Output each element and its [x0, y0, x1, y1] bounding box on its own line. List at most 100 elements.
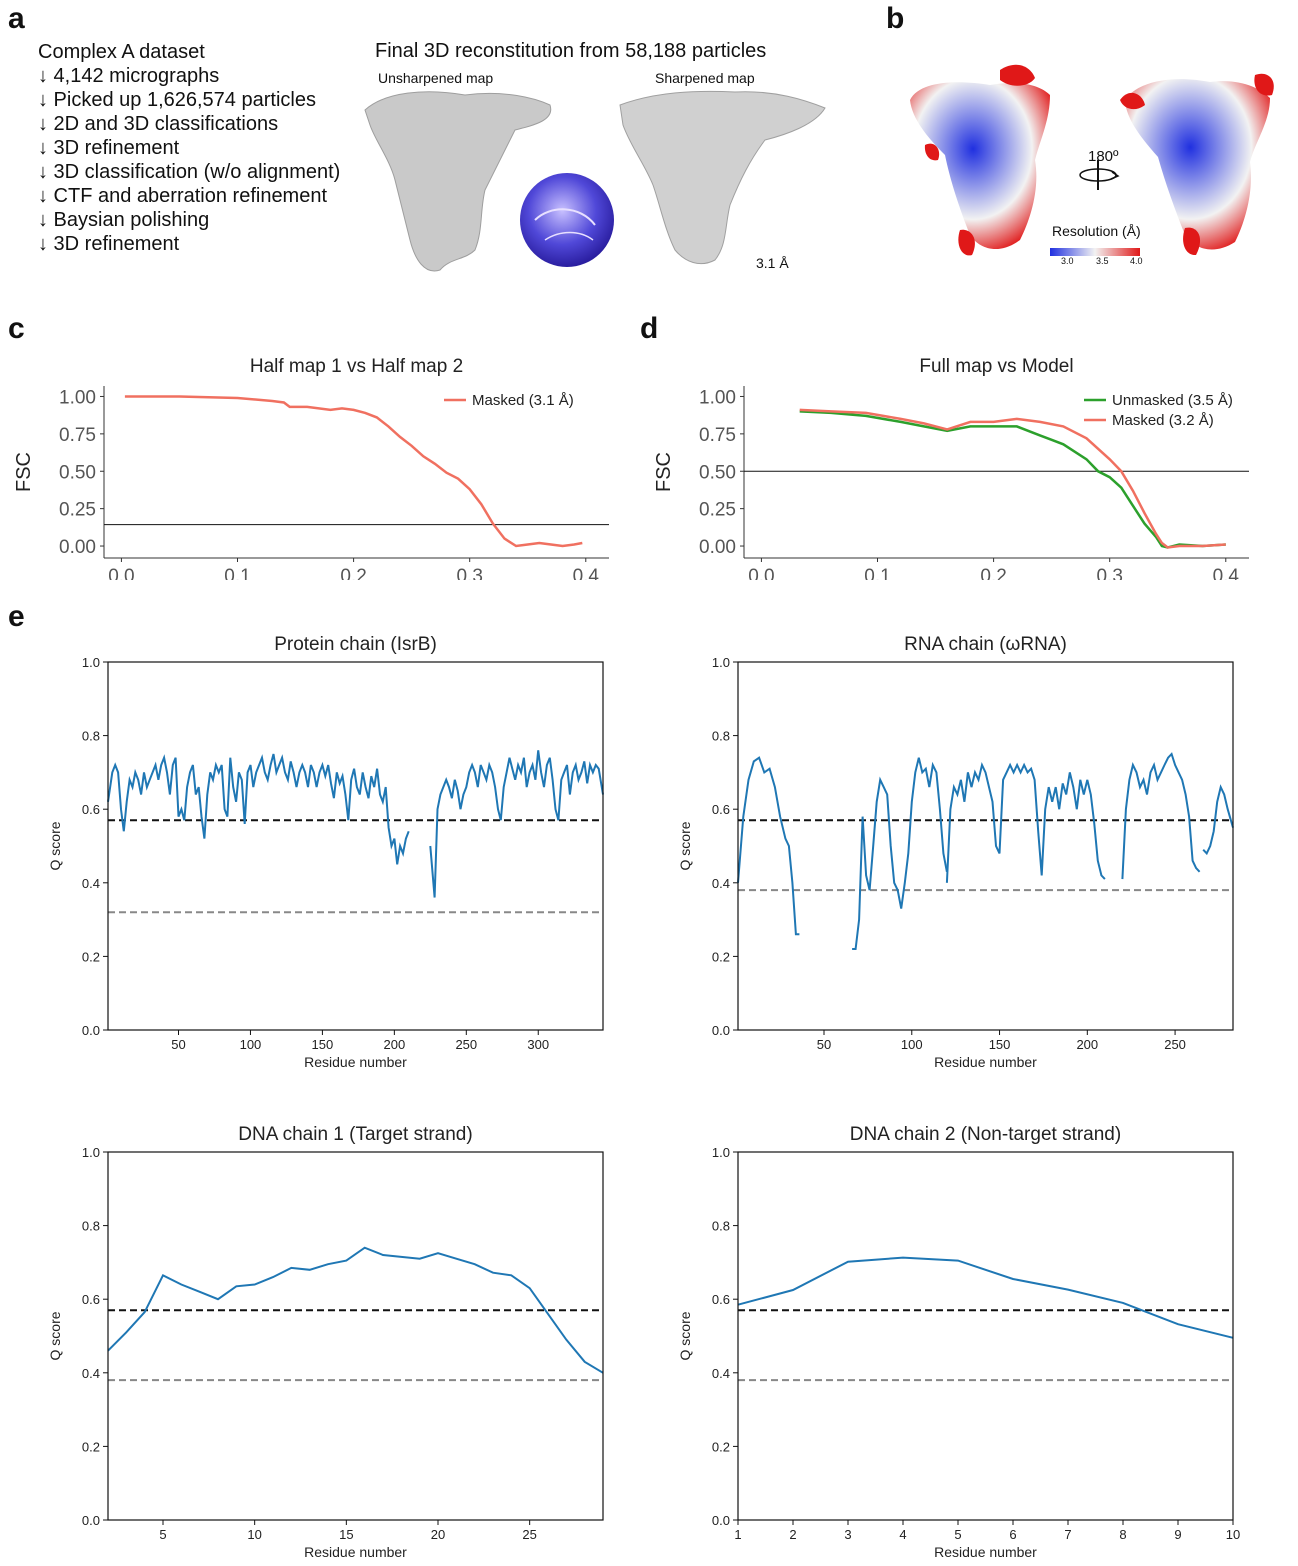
x-tick-label: 0.1: [224, 566, 250, 580]
x-tick-label: 0.2: [980, 566, 1006, 580]
y-tick-label: 0.50: [59, 462, 96, 483]
panel-letter-d: d: [640, 312, 659, 345]
y-tick-label: 1.00: [59, 387, 96, 408]
x-tick-label: 0.3: [456, 566, 482, 580]
legend-label: Masked (3.2 Å): [1112, 412, 1214, 429]
y-tick-label: 0.00: [59, 537, 96, 558]
pipeline-step: ↓ 3D refinement: [38, 233, 180, 255]
x-tick-label: 6: [1009, 1527, 1016, 1542]
fsc-series-line: [124, 395, 583, 548]
x-axis-label: Residue number: [304, 1054, 407, 1070]
x-tick-label: 100: [240, 1037, 262, 1052]
rotation-label: 180º: [1088, 148, 1119, 165]
qscore-series-line: [1121, 752, 1201, 880]
panel-letter-a: a: [8, 2, 25, 35]
y-tick-label: 0.25: [59, 500, 96, 521]
plot-frame: [737, 661, 1234, 1031]
fsc-map-model-chart: Full map vs Model 0.00 0.25 0.50 0.75 1.00 0.0…: [653, 356, 1249, 580]
y-tick-label: 0.4: [712, 1366, 730, 1381]
colorbar-tick: 3.0: [1061, 256, 1074, 266]
x-tick-label: 10: [247, 1527, 261, 1542]
qscore-series-line: [1202, 784, 1234, 856]
panel-letter-b: b: [886, 2, 905, 35]
qscore-series-line: [107, 1246, 604, 1374]
local-resolution-maps: [910, 64, 1274, 256]
x-tick-label: 3: [844, 1527, 851, 1542]
y-axis-label: FSC: [13, 452, 35, 492]
legend-label: Masked (3.1 Å): [472, 392, 574, 409]
y-tick-label: 0.6: [82, 802, 100, 817]
fsc-series-line: [799, 408, 1226, 549]
qscore-rna-chart: RNA chain (ωRNA) 50 100 150 200 250 0.0 0.2 0.4 0…: [677, 634, 1234, 1070]
y-tick-label: 0.8: [712, 1219, 730, 1234]
y-tick-label: 0.25: [699, 500, 736, 521]
colorbar-tick: 4.0: [1130, 256, 1143, 266]
x-axis-label: Residue number: [934, 1054, 1037, 1070]
y-tick-label: 0.8: [712, 729, 730, 744]
x-tick-label: 150: [312, 1037, 334, 1052]
x-tick-label: 0.0: [748, 566, 774, 580]
x-tick-label: 250: [1164, 1037, 1186, 1052]
x-tick-label: 1: [734, 1527, 741, 1542]
chart-title: DNA chain 1 (Target strand): [238, 1124, 472, 1145]
y-tick-label: 1.0: [712, 1145, 730, 1160]
qscore-series-line: [429, 750, 604, 898]
resolution-map-back: [1120, 73, 1274, 256]
pipeline-step: ↓ CTF and aberration refinement: [38, 185, 328, 207]
sharpened-map-label: Sharpened map: [655, 70, 755, 86]
x-tick-label: 5: [954, 1527, 961, 1542]
qscore-dna1-chart: DNA chain 1 (Target strand) 5 10 15 20 25 0.0 0…: [47, 1124, 604, 1560]
y-tick-label: 0.4: [82, 876, 100, 891]
qscore-protein-chart: Protein chain (IsrB) 50 100 150 200 250 300 0.0…: [47, 634, 604, 1070]
y-tick-label: 1.00: [699, 387, 736, 408]
rotate-180-icon: [1079, 160, 1120, 190]
x-tick-label: 200: [1076, 1037, 1098, 1052]
y-tick-label: 0.2: [712, 949, 730, 964]
y-tick-label: 0.6: [712, 1292, 730, 1307]
chart-title: Half map 1 vs Half map 2: [250, 356, 463, 377]
density-maps-illustration: [364, 90, 826, 272]
y-tick-label: 0.00: [699, 537, 736, 558]
unsharpened-map-shape: [364, 91, 552, 272]
fsc-series-line: [799, 410, 1226, 549]
y-tick-label: 0.8: [82, 1219, 100, 1234]
pipeline-step: ↓ 3D classification (w/o alignment): [38, 161, 341, 183]
y-tick-label: 0.6: [82, 1292, 100, 1307]
sharpened-map-shape: [619, 90, 826, 265]
x-tick-label: 0.1: [864, 566, 890, 580]
chart-title: DNA chain 2 (Non-target strand): [850, 1124, 1121, 1145]
y-tick-label: 1.0: [712, 655, 730, 670]
y-tick-label: 0.2: [712, 1439, 730, 1454]
qscore-series-line: [737, 1256, 1234, 1339]
x-tick-label: 250: [455, 1037, 477, 1052]
y-tick-label: 0.6: [712, 802, 730, 817]
qscore-series-line: [737, 756, 800, 936]
y-tick-label: 0.75: [699, 425, 736, 446]
panel-letter-c: c: [8, 312, 25, 345]
fsc-half-maps-chart: Half map 1 vs Half map 2 0.00 0.25 0.50 0.75…: [13, 356, 609, 580]
y-tick-label: 0.2: [82, 1439, 100, 1454]
x-tick-label: 7: [1064, 1527, 1071, 1542]
qscore-series-line: [945, 761, 1106, 883]
dataset-title: Complex A dataset: [38, 41, 205, 63]
x-tick-label: 0.4: [1213, 566, 1240, 580]
x-tick-label: 10: [1226, 1527, 1240, 1542]
x-tick-label: 200: [384, 1037, 406, 1052]
y-tick-label: 1.0: [82, 1145, 100, 1160]
x-tick-label: 100: [901, 1037, 923, 1052]
x-tick-label: 0.3: [1096, 566, 1122, 580]
qscore-series-line: [107, 753, 410, 865]
y-axis-label: Q score: [47, 821, 63, 870]
y-tick-label: 0.4: [82, 1366, 100, 1381]
y-axis-label: FSC: [653, 452, 675, 492]
x-axis-label: Residue number: [304, 1544, 407, 1560]
chart-title: Full map vs Model: [919, 356, 1073, 377]
y-tick-label: 0.50: [699, 462, 736, 483]
y-axis-label: Q score: [677, 821, 693, 870]
plot-frame: [107, 1151, 604, 1521]
x-tick-label: 15: [339, 1527, 353, 1542]
x-tick-label: 8: [1119, 1527, 1126, 1542]
plot-frame: [737, 1151, 1234, 1521]
pipeline-step: ↓ 2D and 3D classifications: [38, 113, 279, 135]
colorbar-title: Resolution (Å): [1052, 223, 1141, 239]
